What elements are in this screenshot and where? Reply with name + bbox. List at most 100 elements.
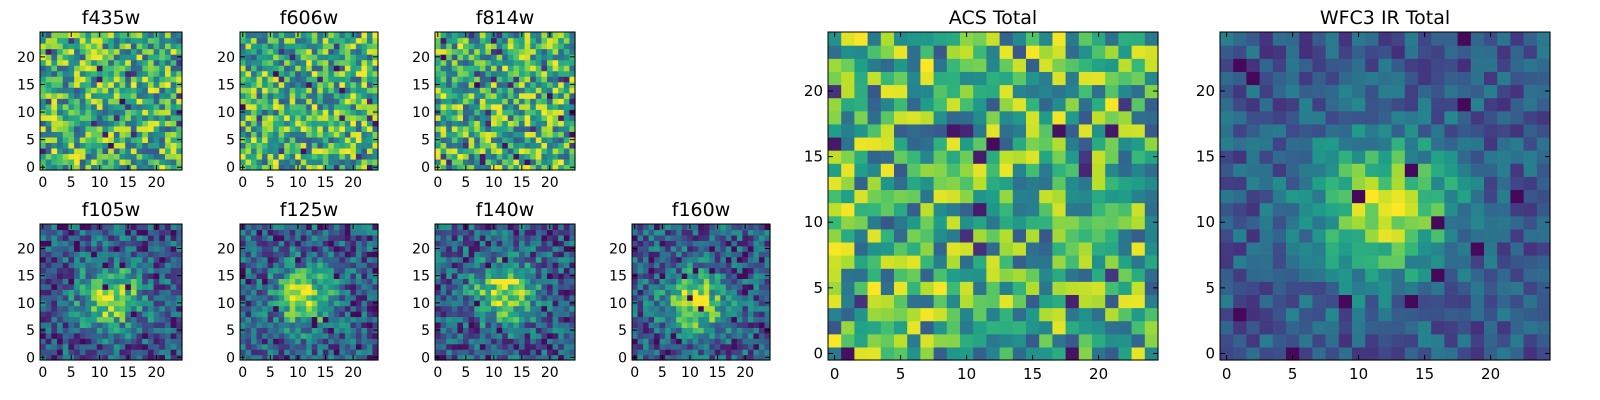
heatmap-cell bbox=[344, 125, 351, 132]
heatmap-cell bbox=[1078, 307, 1093, 322]
heatmap-cell bbox=[485, 87, 492, 94]
heatmap-cell bbox=[535, 59, 542, 66]
heatmap-cell bbox=[328, 234, 335, 241]
heatmap-cell bbox=[463, 349, 470, 356]
heatmap-cell bbox=[758, 229, 766, 236]
heatmap-cell bbox=[153, 109, 160, 116]
heatmap-cell bbox=[747, 256, 755, 263]
heatmap-cell bbox=[57, 92, 64, 99]
heatmap-cell bbox=[74, 262, 81, 269]
heatmap-cell bbox=[350, 98, 357, 105]
heatmap-cell bbox=[507, 256, 514, 263]
heatmap-cell bbox=[344, 267, 351, 274]
heatmap-cell bbox=[457, 311, 464, 318]
heatmap-cell bbox=[563, 81, 570, 88]
heatmap-cell bbox=[51, 332, 58, 339]
heatmap-cell bbox=[637, 305, 644, 312]
heatmap-cell bbox=[854, 346, 869, 361]
heatmap-cell bbox=[485, 158, 492, 166]
heatmap-cell bbox=[502, 54, 509, 61]
heatmap-cell bbox=[295, 65, 302, 72]
heatmap-cell bbox=[328, 229, 335, 236]
heatmap-cell bbox=[563, 65, 570, 72]
heatmap-cell bbox=[333, 300, 340, 307]
heatmap-cell bbox=[256, 343, 263, 350]
heatmap-cell bbox=[153, 158, 160, 166]
heatmap-cell bbox=[251, 54, 258, 61]
heatmap-cell bbox=[758, 332, 766, 339]
heatmap-cell bbox=[753, 327, 760, 334]
heatmap-cell bbox=[1039, 215, 1053, 230]
heatmap-cell bbox=[457, 120, 464, 127]
heatmap-cell bbox=[457, 267, 464, 274]
heatmap-cell bbox=[440, 136, 447, 143]
heatmap-cell bbox=[284, 272, 291, 279]
heatmap-cell bbox=[289, 32, 296, 39]
heatmap-cell bbox=[262, 289, 269, 296]
heatmap-cell bbox=[317, 59, 324, 66]
x-tick-label: 20 bbox=[541, 365, 559, 381]
heatmap-cell bbox=[569, 70, 576, 77]
heatmap-cell bbox=[350, 103, 357, 110]
heatmap-cell bbox=[113, 87, 121, 94]
heatmap-cell bbox=[659, 283, 666, 290]
heatmap-cell bbox=[333, 229, 340, 236]
heatmap-cell bbox=[372, 70, 379, 77]
heatmap-cell bbox=[907, 189, 921, 204]
heatmap-cell bbox=[142, 327, 149, 334]
heatmap-cell bbox=[435, 87, 442, 94]
heatmap-cell bbox=[355, 136, 363, 143]
heatmap-cell bbox=[524, 332, 531, 339]
heatmap-cell bbox=[153, 48, 160, 55]
heatmap-cell bbox=[742, 267, 749, 274]
heatmap-cell bbox=[91, 327, 98, 334]
heatmap-cell bbox=[648, 294, 655, 301]
heatmap-cell bbox=[530, 240, 537, 247]
heatmap-cell bbox=[108, 153, 115, 160]
heatmap-cell bbox=[284, 142, 291, 149]
heatmap-cell bbox=[251, 332, 258, 339]
heatmap-cell bbox=[273, 158, 280, 166]
heatmap-cell bbox=[245, 327, 252, 334]
heatmap-cell bbox=[547, 262, 554, 269]
heatmap-cell bbox=[519, 59, 526, 66]
y-tick-label: 20 bbox=[412, 241, 430, 257]
heatmap-cell bbox=[758, 300, 766, 307]
heatmap-cell bbox=[519, 283, 526, 290]
heatmap-cell bbox=[372, 305, 379, 312]
heatmap-cell bbox=[102, 65, 109, 72]
heatmap-cell bbox=[51, 234, 58, 241]
panel-title: f814w bbox=[476, 7, 535, 29]
heatmap-cell bbox=[333, 316, 340, 323]
heatmap-cell bbox=[541, 32, 548, 39]
heatmap-cell bbox=[479, 32, 486, 39]
heatmap-cell bbox=[659, 256, 666, 263]
heatmap-cell bbox=[714, 283, 721, 290]
heatmap-cell bbox=[670, 283, 677, 290]
heatmap-cell bbox=[366, 153, 374, 160]
heatmap-cell bbox=[119, 76, 126, 83]
heatmap-cell bbox=[736, 305, 743, 312]
heatmap-cell bbox=[295, 245, 302, 252]
heatmap-cell bbox=[463, 332, 470, 339]
heatmap-cell bbox=[328, 65, 335, 72]
heatmap-cell bbox=[108, 54, 115, 61]
heatmap-cell bbox=[541, 87, 548, 94]
heatmap-cell bbox=[753, 321, 760, 328]
heatmap-cell bbox=[698, 251, 705, 258]
heatmap-cell bbox=[1118, 255, 1133, 269]
heatmap-cell bbox=[256, 251, 263, 258]
heatmap-cell bbox=[40, 349, 47, 356]
heatmap-cell bbox=[125, 120, 132, 127]
heatmap-cell bbox=[267, 37, 274, 44]
heatmap-cell bbox=[96, 251, 104, 258]
x-tick-label: 5 bbox=[658, 365, 667, 381]
heatmap-cell bbox=[758, 294, 766, 301]
heatmap-cell bbox=[164, 131, 172, 138]
heatmap-cell bbox=[720, 338, 727, 345]
heatmap-cell bbox=[62, 153, 69, 160]
heatmap-cell bbox=[344, 283, 351, 290]
heatmap-cell bbox=[637, 294, 644, 301]
heatmap-cell bbox=[136, 267, 143, 274]
heatmap-cell bbox=[468, 164, 475, 171]
